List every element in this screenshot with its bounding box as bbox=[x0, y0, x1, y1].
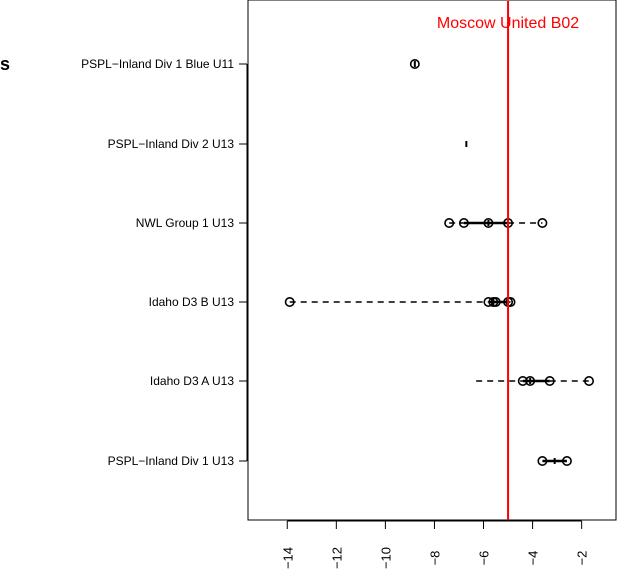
x-tick-label: −6 bbox=[477, 551, 492, 566]
group bbox=[409, 58, 420, 69]
x-tick-label: −14 bbox=[280, 547, 295, 569]
group bbox=[444, 218, 548, 229]
data-point bbox=[517, 375, 528, 386]
data-point bbox=[537, 455, 548, 466]
data-point bbox=[561, 455, 572, 466]
group bbox=[537, 455, 572, 466]
y-axis: PSPL−Inland Div 1 Blue U11 PSPL−Inland Di… bbox=[81, 57, 248, 468]
data-point bbox=[584, 375, 595, 386]
data-point bbox=[525, 375, 536, 386]
y-tick-label: PSPL−Inland Div 1 U13 bbox=[108, 454, 235, 468]
data-point bbox=[483, 218, 494, 229]
groups bbox=[284, 58, 595, 466]
reference-line-label: Moscow United B02 bbox=[437, 15, 579, 32]
data-point bbox=[284, 296, 295, 307]
data-point bbox=[409, 58, 420, 69]
reference-line-group: Moscow United B02 bbox=[437, 1, 579, 520]
x-tick-label: −12 bbox=[329, 547, 344, 569]
x-tick-label: −8 bbox=[427, 551, 442, 566]
data-point bbox=[544, 375, 555, 386]
data-point bbox=[444, 218, 455, 229]
data-point bbox=[490, 296, 501, 307]
group bbox=[284, 296, 516, 307]
x-tick-label: −2 bbox=[575, 551, 590, 566]
x-axis: −14 −12 −10 −8 −6 −4 −2 bbox=[280, 520, 590, 569]
y-tick-label: Idaho D3 A U13 bbox=[150, 374, 234, 388]
y-tick-label: PSPL−Inland Div 1 Blue U11 bbox=[81, 57, 234, 71]
plot-frame bbox=[247, 0, 617, 521]
data-point bbox=[505, 296, 516, 307]
x-tick-label: −10 bbox=[378, 547, 393, 569]
truncated-label: s bbox=[0, 54, 10, 74]
x-tick-label: −4 bbox=[526, 551, 541, 566]
data-point bbox=[537, 218, 548, 229]
data-point bbox=[483, 296, 494, 307]
y-tick-label: Idaho D3 B U13 bbox=[149, 295, 235, 309]
y-tick-label: NWL Group 1 U13 bbox=[136, 216, 235, 230]
data-point bbox=[458, 218, 469, 229]
y-tick-label: PSPL−Inland Div 2 U13 bbox=[108, 137, 235, 151]
group bbox=[476, 375, 595, 386]
